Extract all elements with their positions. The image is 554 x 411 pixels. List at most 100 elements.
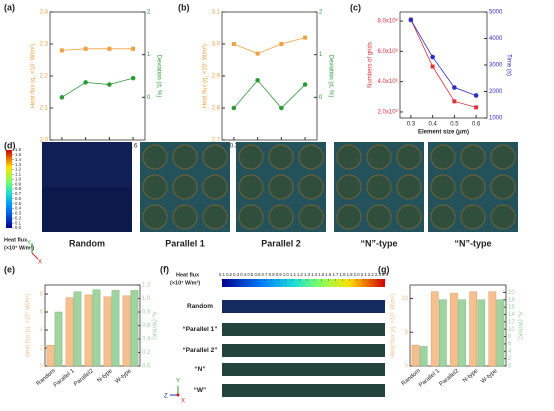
- y-tick-label: 3.1: [212, 10, 221, 16]
- map-pattern: [490, 174, 516, 200]
- strip-label: “Parallel 1”: [182, 326, 217, 333]
- map-pattern: [268, 144, 294, 170]
- colorbar-tick-label: 0.3: [233, 272, 240, 277]
- map-pattern: [202, 204, 228, 230]
- y-axis-label: Heat flux (q, ×10⁷ W/m²): [202, 44, 209, 108]
- y-tick-label: 2: [40, 346, 44, 352]
- y2-tick-label: 0.2: [142, 350, 151, 356]
- data-point: [452, 85, 457, 90]
- y2-axis-label: Time (s): [505, 54, 511, 76]
- data-point: [231, 105, 237, 111]
- data-point: [473, 93, 479, 98]
- colorbar: [222, 279, 385, 287]
- colorbar-tick-label: 1.4: [311, 272, 318, 277]
- data-point: [107, 46, 112, 51]
- map-pattern: [336, 204, 362, 230]
- panel-label: (b): [178, 2, 190, 12]
- bar: [438, 299, 447, 367]
- y2-tick-label: 0.4: [142, 337, 151, 343]
- colorbar-tick-label: 1.6: [325, 272, 332, 277]
- colorbar-tick-label: 0.1: [219, 272, 226, 277]
- colorbar-tick-label: 1.4: [15, 157, 22, 162]
- data-point: [279, 42, 284, 46]
- data-point: [430, 54, 435, 60]
- bar: [477, 299, 486, 367]
- bar: [54, 311, 63, 367]
- map-pattern: [238, 174, 264, 200]
- y-tick-label: 2.9: [212, 74, 221, 80]
- y-tick-label: 5: [405, 330, 409, 336]
- data-point: [231, 42, 236, 46]
- map-pattern: [202, 174, 228, 200]
- y-axis-label: Numbers of grids: [368, 42, 374, 88]
- y2-tick-label: 12: [508, 319, 515, 325]
- colorbar-tick-label: 0.6: [254, 272, 261, 277]
- panel-label: (g): [378, 264, 390, 274]
- x-tick-label: 0.4: [428, 122, 437, 128]
- map-label: “N”-type: [360, 238, 397, 248]
- series-line: [410, 19, 477, 96]
- x-tick-label: Parallel 1: [418, 368, 442, 389]
- y2-tick-label: 1.0: [142, 296, 151, 302]
- y2-axis-label: Aₑ (W/mK): [150, 311, 156, 339]
- bar: [111, 290, 120, 367]
- bar: [450, 292, 458, 367]
- x-tick-label: N-type: [96, 368, 114, 384]
- y2-tick-label: 0: [508, 364, 512, 370]
- map-pattern: [42, 142, 132, 187]
- map-pattern: [298, 174, 324, 200]
- x-tick-label: 0.6: [129, 144, 138, 150]
- y2-tick-label: 10: [508, 327, 515, 333]
- colorbar-tick-label: 1.6: [15, 147, 22, 152]
- axis-glyph: Y: [27, 241, 31, 247]
- x-tick-label: Parallel2: [73, 368, 95, 388]
- strip-label: “N”: [194, 366, 205, 373]
- y2-tick-label: 1000: [489, 116, 503, 122]
- colorbar-tick-label: 0.7: [262, 272, 269, 277]
- bar: [122, 295, 131, 367]
- bar: [430, 291, 439, 367]
- strip-label: Random: [187, 303, 213, 310]
- map-pattern: [396, 144, 422, 170]
- y2-tick-label: 0.8: [142, 310, 151, 316]
- map-pattern: [460, 144, 486, 170]
- heat-strip: [222, 363, 385, 376]
- bar: [65, 297, 74, 367]
- unit-label: Heat flux: [176, 272, 200, 278]
- y-tick-label: 8.0x10⁶: [378, 18, 399, 25]
- data-point: [255, 51, 260, 56]
- map-pattern: [396, 174, 422, 200]
- colorbar-tick-label: 2.2: [368, 272, 375, 277]
- y2-tick-label: 16: [508, 305, 515, 311]
- map-pattern: [430, 144, 456, 170]
- map-label: Parallel 2: [261, 238, 301, 248]
- map-pattern: [430, 204, 456, 230]
- map-pattern: [172, 204, 198, 230]
- map-label: Random: [69, 238, 105, 248]
- map-pattern: [238, 144, 264, 170]
- map-pattern: [490, 144, 516, 170]
- heat-strip: [222, 384, 385, 397]
- data-point: [474, 105, 479, 110]
- colorbar-tick-label: 2.3: [375, 272, 382, 277]
- map-pattern: [396, 204, 422, 230]
- colorbar-tick-label: 1.0: [283, 272, 290, 277]
- y-tick-label: 2.4: [40, 10, 49, 16]
- colorbar-tick-label: 1.1: [290, 272, 297, 277]
- colorbar-tick-label: 2.0: [354, 272, 361, 277]
- map-pattern: [298, 204, 324, 230]
- map-pattern: [366, 204, 392, 230]
- y-tick-label: 3.0: [212, 42, 221, 48]
- y-tick-label: 6: [40, 310, 44, 316]
- colorbar-tick-label: 1.5: [318, 272, 325, 277]
- map-label: “N”-type: [454, 238, 491, 248]
- y2-tick-label: 14: [508, 312, 515, 318]
- y-tick-label: 2.3: [40, 42, 49, 48]
- axis-glyph: X: [181, 399, 185, 405]
- strip-label: “Parallel 2”: [182, 347, 217, 354]
- y2-tick-label: 2: [508, 356, 512, 362]
- map-pattern: [142, 204, 168, 230]
- y-tick-label: 0: [405, 364, 409, 370]
- x-tick-label: 0.3: [407, 122, 416, 128]
- series-line: [61, 77, 134, 98]
